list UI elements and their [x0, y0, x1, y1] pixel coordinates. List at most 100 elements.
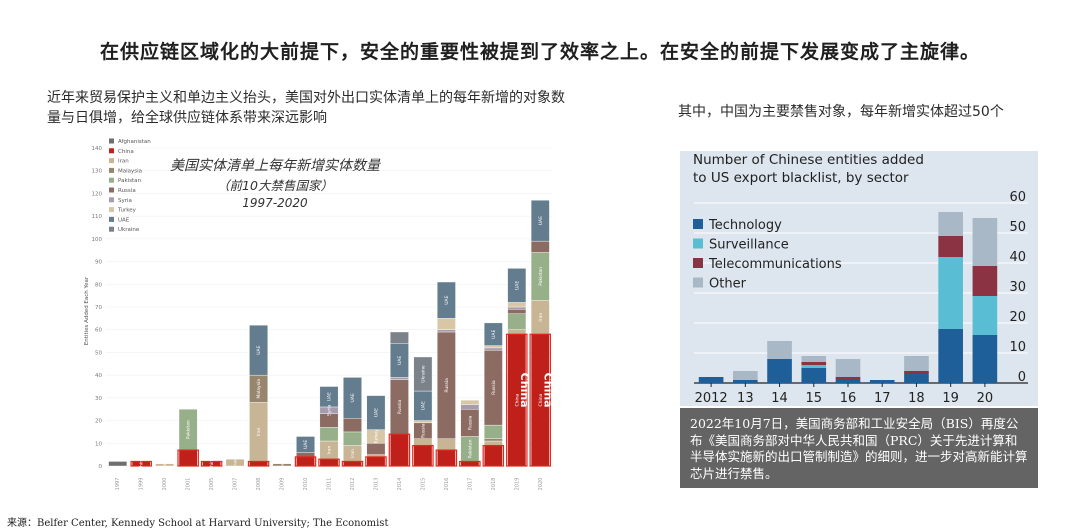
y-tick-label: 110 — [92, 214, 103, 220]
econ-bar-telecommunications — [835, 377, 861, 380]
bar-label: Iran — [233, 458, 239, 467]
bar-segment-pakistan — [507, 313, 527, 330]
chinese-entities-chart: Number of Chinese entities added to US ex… — [693, 152, 1028, 406]
econ-bar-technology — [835, 380, 861, 383]
bar-segment-turkey — [460, 399, 480, 405]
bar-label: UAE — [327, 392, 333, 401]
bar-label: UAE — [397, 356, 403, 365]
x-tick-label: 2008 — [256, 478, 262, 491]
legend-label: Afghanistan — [118, 139, 151, 145]
bar-segment-pakistan — [483, 424, 503, 439]
econ-bar-telecommunications — [938, 236, 963, 257]
bar-segment-uae — [296, 436, 315, 453]
bis-note-box: 2022年10月7日，美国商务部和工业安全局（BIS）再度公布《美国商务部对中华… — [680, 408, 1038, 488]
y-tick-label: 130 — [92, 169, 103, 175]
legend-label: Malaysia — [118, 168, 142, 174]
bar-segment-russia — [343, 418, 362, 433]
econ-bar-surveillance — [938, 257, 963, 329]
bar-segment-uae — [366, 395, 386, 430]
bar-label: UAE — [444, 295, 450, 304]
china-highlight — [294, 456, 317, 467]
econ-y-tick: 10 — [1009, 340, 1026, 355]
econ-bar-other — [904, 356, 929, 371]
bar-segment-china — [249, 461, 268, 467]
x-tick-label: 1999 — [139, 478, 145, 491]
legend-swatch — [109, 177, 114, 183]
bar-segment-turkey — [437, 318, 456, 330]
legend-label: Ukraine — [118, 227, 140, 233]
bar-segment-uae — [249, 324, 268, 376]
bar-segment-malaysia — [272, 463, 292, 467]
bar-segment-turkey — [507, 302, 527, 308]
econ-bar-other — [972, 218, 998, 266]
econ-y-tick: 30 — [1009, 280, 1026, 295]
bar-segment-russia — [530, 240, 550, 253]
econ-y-tick: 0 — [1018, 370, 1026, 385]
econ-bar-telecommunications — [801, 362, 827, 365]
econ-x-label: 13 — [737, 391, 754, 406]
china-highlight — [529, 333, 552, 467]
bar-segment-ukraine — [390, 331, 409, 344]
china-highlight — [177, 449, 199, 467]
bar-label: Pakistan — [186, 420, 192, 439]
econ-bar-other — [733, 371, 758, 380]
bar-segment-iran — [155, 463, 175, 467]
x-tick-label: 2016 — [444, 478, 450, 491]
bar-label: China — [538, 393, 544, 406]
bar-label: China — [209, 457, 215, 470]
econ-legend-swatch — [693, 258, 703, 268]
econ-legend-label: Other — [709, 277, 747, 292]
bar-segment-iran — [437, 438, 456, 451]
bar-segment-ukraine — [413, 356, 433, 392]
econ-legend-label: Telecommunications — [708, 257, 842, 272]
econ-bar-other — [767, 341, 792, 359]
right-intro-text: 其中，中国为主要禁售对象，每年新增实体超过50个 — [678, 104, 1004, 120]
x-tick-label: 2015 — [420, 478, 426, 491]
bar-segment-uae — [507, 268, 527, 303]
econ-title-line2: to US export blacklist, by sector — [693, 170, 909, 186]
econ-legend-swatch — [693, 219, 703, 229]
bar-segment-syria — [460, 404, 480, 410]
bar-segment-china — [413, 445, 433, 467]
econ-bar-surveillance — [801, 365, 827, 368]
legend-swatch — [109, 197, 114, 203]
legend-label: Syria — [118, 198, 132, 204]
y-axis-title: Entities Added Each Year — [84, 276, 90, 345]
china-highlight — [365, 456, 387, 467]
bar-label: Iran — [256, 427, 262, 436]
bar-label: Russia — [491, 380, 497, 395]
bar-segment-syria — [437, 329, 456, 333]
y-tick-label: 0 — [99, 464, 103, 470]
x-tick-label: 2013 — [373, 478, 379, 491]
econ-legend-label: Surveillance — [709, 238, 789, 253]
source-note: 来源：Belfer Center, Kennedy School at Harv… — [7, 518, 389, 529]
legend-label: UAE — [118, 217, 130, 223]
bar-label: Russia — [397, 399, 403, 414]
econ-y-tick: 50 — [1009, 220, 1026, 235]
x-tick-label: 2000 — [162, 478, 168, 491]
bar-segment-russia — [296, 452, 315, 458]
bar-segment-afghanistan — [108, 461, 128, 467]
bar-segment-syria — [507, 306, 527, 310]
econ-x-label: 17 — [874, 391, 891, 406]
y-tick-label: 20 — [95, 419, 102, 425]
bar-segment-china — [460, 461, 480, 467]
china-highlight — [482, 444, 505, 467]
econ-bar-technology — [733, 380, 758, 383]
legend-swatch — [109, 187, 114, 193]
bar-segment-russia — [507, 309, 527, 315]
bar-segment-uae — [343, 377, 362, 419]
econ-x-label: 20 — [977, 391, 994, 406]
bar-segment-iran — [225, 458, 245, 467]
bar-label: Iran — [350, 449, 356, 458]
china-highlight — [247, 460, 270, 467]
x-tick-label: 2011 — [327, 478, 333, 491]
bar-segment-turkey — [413, 420, 433, 424]
econ-bar-telecommunications — [904, 371, 929, 374]
bar-label: Russia — [444, 378, 450, 393]
econ-x-label: 2012 — [695, 391, 728, 406]
bar-segment-china — [319, 458, 339, 467]
x-tick-label: 2017 — [467, 478, 473, 491]
bar-segment-china — [296, 456, 315, 467]
bar-label: China — [139, 457, 145, 470]
